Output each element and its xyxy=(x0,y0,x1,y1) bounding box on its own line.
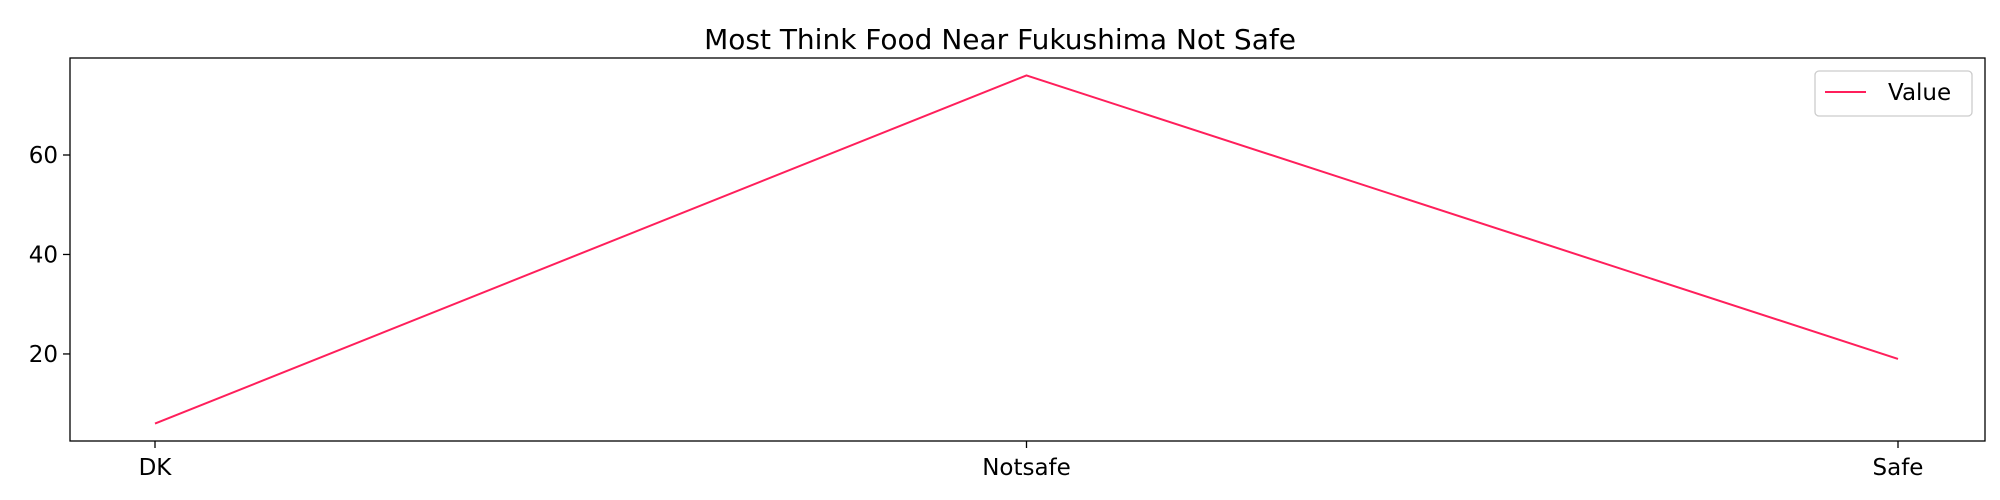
legend-box xyxy=(1814,70,1973,117)
x-tick-label: DK xyxy=(139,455,173,481)
chart-title: Most Think Food Near Fukushima Not Safe xyxy=(704,23,1296,56)
plot-area-frame xyxy=(69,57,1986,442)
y-axis: 20 40 60 xyxy=(29,143,70,368)
y-tick-label: 40 xyxy=(29,242,58,268)
series-layer xyxy=(154,74,1899,425)
x-tick-label: Safe xyxy=(1873,455,1924,481)
legend: Value xyxy=(1814,70,1973,117)
y-tick-label: 20 xyxy=(29,342,58,368)
y-tick-label: 60 xyxy=(29,143,58,169)
x-tick-label: Notsafe xyxy=(982,455,1071,481)
legend-label: Value xyxy=(1888,80,1951,106)
series-line xyxy=(154,74,1899,425)
x-axis: DK Notsafe Safe xyxy=(139,441,1924,481)
